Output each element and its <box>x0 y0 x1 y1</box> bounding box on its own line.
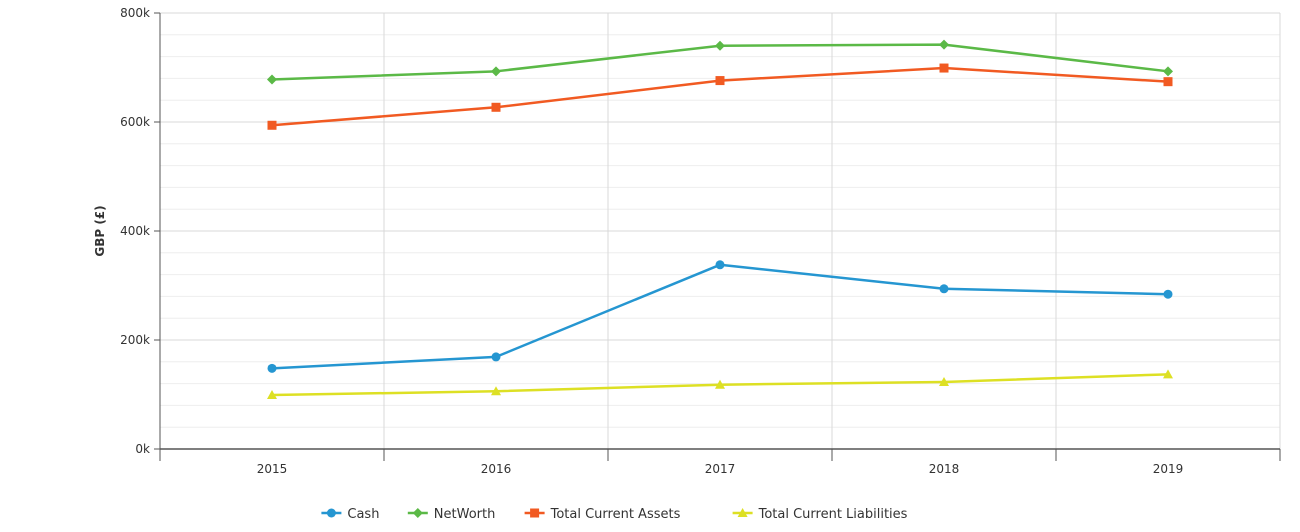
data-point <box>491 386 501 396</box>
data-point <box>267 120 277 130</box>
legend-item-total-current-assets: Total Current Assets <box>524 507 681 522</box>
legend-item-networth: NetWorth <box>407 507 496 522</box>
data-point <box>491 66 501 77</box>
legend-label: Total Current Liabilities <box>758 507 908 522</box>
y-axis-title: GBP (£) <box>93 205 107 256</box>
y-tick-label: 200k <box>120 333 150 347</box>
series-cash <box>267 260 1173 373</box>
legend-marker <box>530 508 540 518</box>
data-point <box>1163 289 1173 299</box>
data-point <box>267 390 277 400</box>
legend-marker <box>412 508 423 518</box>
legend-item-cash: Cash <box>321 507 379 522</box>
data-point <box>715 76 725 86</box>
x-tick-label: 2016 <box>481 462 512 476</box>
series-total-current-liabilities <box>267 369 1173 400</box>
data-point <box>491 352 501 362</box>
y-tick-label: 600k <box>120 115 150 129</box>
data-point <box>939 284 949 294</box>
x-tick-label: 2017 <box>705 462 736 476</box>
data-point <box>1163 77 1173 87</box>
series-networth <box>267 39 1173 85</box>
data-point <box>715 260 725 270</box>
series-line <box>271 263 1169 370</box>
data-point <box>715 379 725 389</box>
data-point <box>491 102 501 112</box>
data-point <box>1163 369 1173 379</box>
series <box>267 39 1173 400</box>
x-tick-label: 2018 <box>929 462 960 476</box>
legend-marker <box>326 508 336 518</box>
y-tick-label: 400k <box>120 224 150 238</box>
data-point <box>267 363 277 373</box>
data-point <box>939 39 949 50</box>
legend-label: Cash <box>347 507 379 522</box>
legend-label: Total Current Assets <box>550 507 681 522</box>
y-tick-label: 800k <box>120 6 150 20</box>
legend-marker <box>737 508 748 517</box>
data-point <box>939 376 949 386</box>
x-tick-label: 2019 <box>1153 462 1184 476</box>
series-total-current-assets <box>267 63 1173 130</box>
data-point <box>715 40 725 51</box>
y-tick-label: 0k <box>135 442 150 456</box>
data-point <box>1163 66 1173 77</box>
legend-label: NetWorth <box>434 507 496 522</box>
axes: 0k 200k 400k 600k 800k 2015 2016 2017 2018 2019 <box>120 6 1281 476</box>
legend-item-total-current-liabilities: Total Current Liabilities <box>732 507 908 522</box>
data-point <box>267 74 277 85</box>
x-tick-label: 2015 <box>257 462 288 476</box>
data-point <box>939 63 949 73</box>
legend: Cash NetWorth Total Current Assets Total Cu… <box>321 507 908 522</box>
